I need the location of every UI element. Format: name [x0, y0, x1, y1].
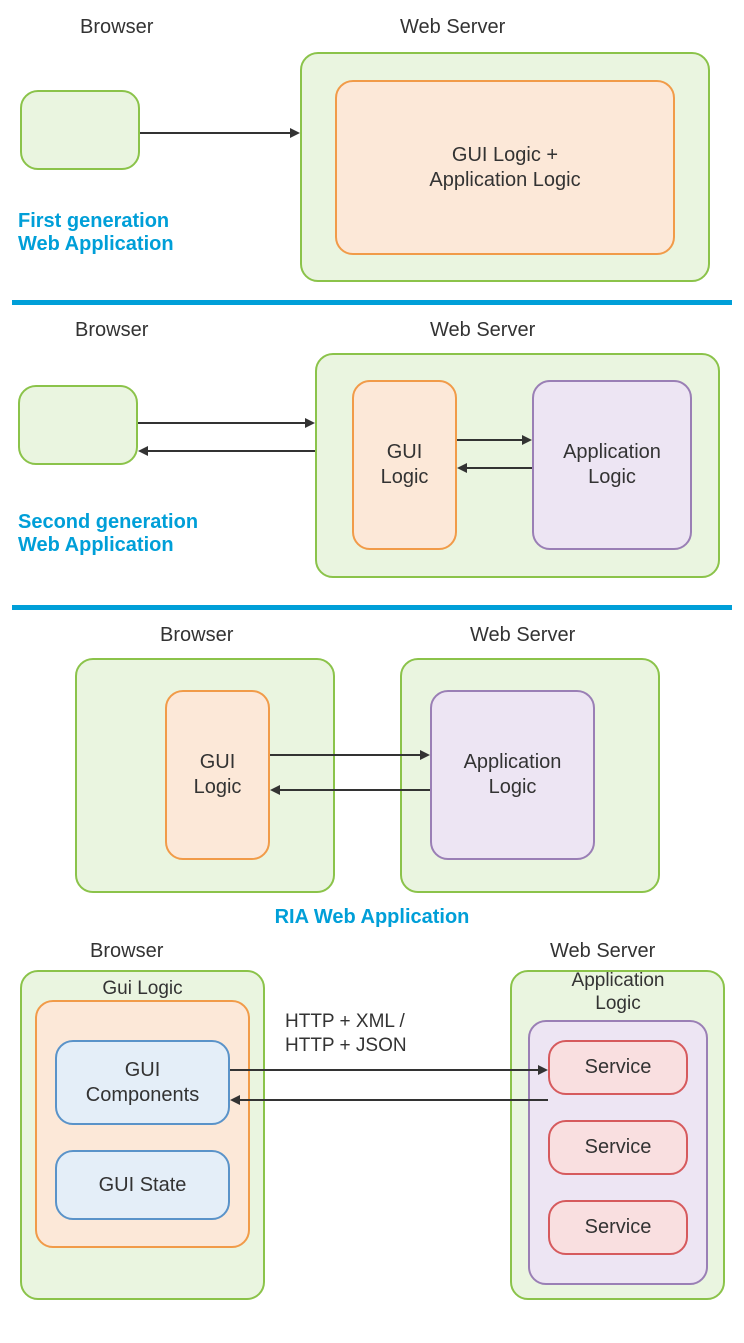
gui-logic-box: GUI Logic [352, 380, 457, 550]
gui-logic-label: Gui Logic [35, 978, 250, 1000]
browser-header: Browser [75, 319, 148, 342]
section-second-gen: Browser Web Server GUI Logic Application… [0, 305, 744, 605]
server-header: Web Server [430, 319, 535, 342]
caption-line2: Web Application [18, 534, 198, 557]
caption-line1: Second generation [18, 511, 198, 534]
section-detailed: Browser Web Server Gui Logic GUI Compone… [0, 940, 744, 1320]
arrow-gui-to-service [230, 1065, 548, 1075]
server-header: Web Server [470, 624, 575, 647]
gui-state-box: GUI State [55, 1150, 230, 1220]
gui-logic-box: GUI Logic [165, 690, 270, 860]
protocol-line2: HTTP + JSON [285, 1034, 407, 1058]
gui-components-box: GUI Components [55, 1040, 230, 1125]
caption-line1: First generation [18, 210, 174, 233]
server-header: Web Server [550, 940, 655, 963]
browser-header: Browser [80, 16, 153, 39]
browser-header: Browser [90, 940, 163, 963]
arrow-service-to-gui [230, 1095, 548, 1105]
service-box-2: Service [548, 1120, 688, 1175]
caption-ria: RIA Web Application [0, 906, 744, 929]
arrow-browser-to-server [140, 128, 300, 138]
server-header: Web Server [400, 16, 505, 39]
app-logic-label: Application Logic [528, 970, 708, 1016]
browser-header: Browser [160, 624, 233, 647]
arrow-gui-to-browser [138, 446, 315, 456]
arrow-app-to-gui [457, 463, 532, 473]
caption-second-gen: Second generation Web Application [18, 511, 198, 557]
arrow-gui-to-app [270, 750, 430, 760]
arrow-browser-to-gui [138, 418, 315, 428]
service-box-1: Service [548, 1040, 688, 1095]
section-ria: Browser Web Server GUI Logic Application… [0, 610, 744, 940]
browser-box [18, 385, 138, 465]
caption-first-gen: First generation Web Application [18, 210, 174, 256]
protocol-line1: HTTP + XML / [285, 1010, 407, 1034]
service-box-3: Service [548, 1200, 688, 1255]
arrow-app-to-gui [270, 785, 430, 795]
section-first-gen: Browser Web Server GUI Logic + Applicati… [0, 10, 744, 300]
protocol-label: HTTP + XML / HTTP + JSON [285, 1010, 407, 1058]
arrow-gui-to-app [457, 435, 532, 445]
app-logic-box: Application Logic [430, 690, 595, 860]
server-inner-box: GUI Logic + Application Logic [335, 80, 675, 255]
app-logic-box: Application Logic [532, 380, 692, 550]
caption-line2: Web Application [18, 233, 174, 256]
browser-box [20, 90, 140, 170]
